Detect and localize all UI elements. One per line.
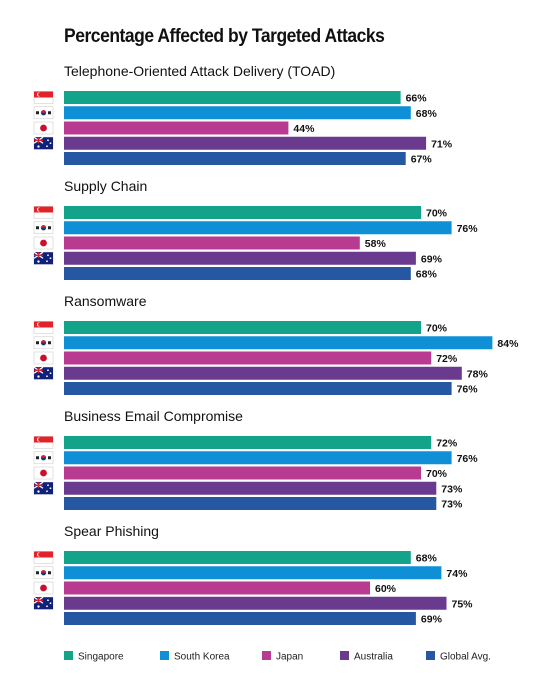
japan-flag-icon: [33, 236, 54, 250]
bar-australia: [64, 481, 437, 495]
japan-flag-icon: [33, 121, 54, 135]
value-label: 78%: [467, 368, 489, 380]
australia-flag-icon: [33, 136, 54, 150]
value-label: 72%: [436, 353, 458, 365]
legend-item-japan: Japan: [262, 651, 303, 663]
australia-flag-icon: [33, 481, 54, 495]
bar-singapore: [64, 321, 421, 334]
value-label: 68%: [416, 553, 438, 565]
legend-label: Japan: [276, 652, 303, 663]
south-korea-flag-icon: [33, 451, 54, 465]
value-label: 70%: [426, 208, 448, 220]
value-label: 73%: [441, 499, 463, 511]
value-label: 70%: [426, 323, 448, 335]
bar-japan: [64, 351, 432, 365]
singapore-flag-icon: [33, 206, 54, 219]
value-label: 69%: [421, 253, 443, 265]
value-label: 60%: [375, 583, 397, 595]
group-title: Business Email Compromise: [64, 408, 243, 424]
legend-swatch: [426, 651, 435, 660]
singapore-flag-icon: [33, 436, 54, 449]
singapore-flag-icon: [33, 551, 54, 564]
japan-flag-icon: [33, 351, 54, 365]
bar-japan: [64, 236, 360, 250]
legend-swatch: [262, 651, 271, 660]
bar-south-korea: [64, 221, 452, 235]
bar-australia: [64, 366, 462, 380]
legend: Singapore South Korea Japan Australia Global…: [64, 651, 491, 663]
bar-japan: [64, 581, 370, 595]
value-label: 76%: [457, 453, 479, 465]
legend-item-global-avg: Global Avg.: [426, 651, 491, 663]
bar-south-korea: [64, 566, 442, 580]
australia-flag-icon: [33, 366, 54, 380]
value-label: 71%: [431, 138, 453, 150]
value-label: 74%: [446, 568, 468, 580]
group-title: Spear Phishing: [64, 523, 159, 539]
bar-global-avg: [64, 382, 452, 395]
value-label: 44%: [293, 123, 315, 135]
value-label: 69%: [421, 614, 443, 626]
bar-singapore: [64, 551, 411, 564]
south-korea-flag-icon: [33, 221, 54, 235]
value-label: 67%: [411, 154, 433, 166]
bar-global-avg: [64, 612, 416, 625]
value-label: 70%: [426, 468, 448, 480]
value-label: 66%: [406, 93, 428, 105]
value-label: 75%: [452, 598, 474, 610]
bar-group-spear-phishing: Spear Phishing 68% 74% 60% 75% 69%: [33, 523, 474, 626]
bar-australia: [64, 136, 427, 150]
legend-item-south-korea: South Korea: [160, 651, 230, 663]
value-label: 68%: [416, 269, 438, 281]
bar-group-ransomware: Ransomware 70% 84% 72% 78% 76%: [33, 293, 519, 396]
chart-title: Percentage Affected by Targeted Attacks: [64, 26, 385, 47]
bar-singapore: [64, 91, 401, 104]
legend-swatch: [340, 651, 349, 660]
australia-flag-icon: [33, 596, 54, 610]
bar-south-korea: [64, 451, 452, 465]
bar-singapore: [64, 206, 421, 219]
south-korea-flag-icon: [33, 106, 54, 120]
legend-label: Australia: [354, 652, 393, 663]
bar-group-business-email-compromise: Business Email Compromise 72% 76% 70% 73% 73%: [33, 408, 479, 511]
legend-label: South Korea: [174, 652, 230, 663]
value-label: 76%: [457, 384, 479, 396]
legend-swatch: [64, 651, 73, 660]
value-label: 84%: [497, 338, 519, 350]
value-label: 68%: [416, 108, 438, 120]
japan-flag-icon: [33, 466, 54, 480]
south-korea-flag-icon: [33, 336, 54, 350]
value-label: 76%: [457, 223, 479, 235]
bar-south-korea: [64, 106, 411, 120]
legend-label: Singapore: [78, 652, 124, 663]
bar-global-avg: [64, 267, 411, 280]
group-title: Ransomware: [64, 293, 147, 309]
bar-group-telephone-oriented-attack-delivery-toad: Telephone-Oriented Attack Delivery (TOAD…: [33, 63, 453, 166]
legend-label: Global Avg.: [440, 652, 491, 663]
value-label: 72%: [436, 438, 458, 450]
japan-flag-icon: [33, 581, 54, 595]
legend-swatch: [160, 651, 169, 660]
value-label: 73%: [441, 483, 463, 495]
bar-japan: [64, 121, 289, 135]
bar-global-avg: [64, 497, 437, 510]
singapore-flag-icon: [33, 91, 54, 104]
bar-global-avg: [64, 152, 406, 165]
singapore-flag-icon: [33, 321, 54, 334]
group-title: Telephone-Oriented Attack Delivery (TOAD…: [64, 63, 335, 79]
group-title: Supply Chain: [64, 178, 147, 194]
legend-item-australia: Australia: [340, 651, 393, 663]
value-label: 58%: [365, 238, 387, 250]
bar-group-supply-chain: Supply Chain 70% 76% 58% 69% 68%: [33, 178, 479, 281]
bar-australia: [64, 596, 447, 610]
legend-item-singapore: Singapore: [64, 651, 124, 663]
bar-singapore: [64, 436, 432, 449]
bar-south-korea: [64, 336, 493, 350]
australia-flag-icon: [33, 251, 54, 265]
south-korea-flag-icon: [33, 566, 54, 580]
bar-japan: [64, 466, 421, 480]
bar-australia: [64, 251, 416, 265]
